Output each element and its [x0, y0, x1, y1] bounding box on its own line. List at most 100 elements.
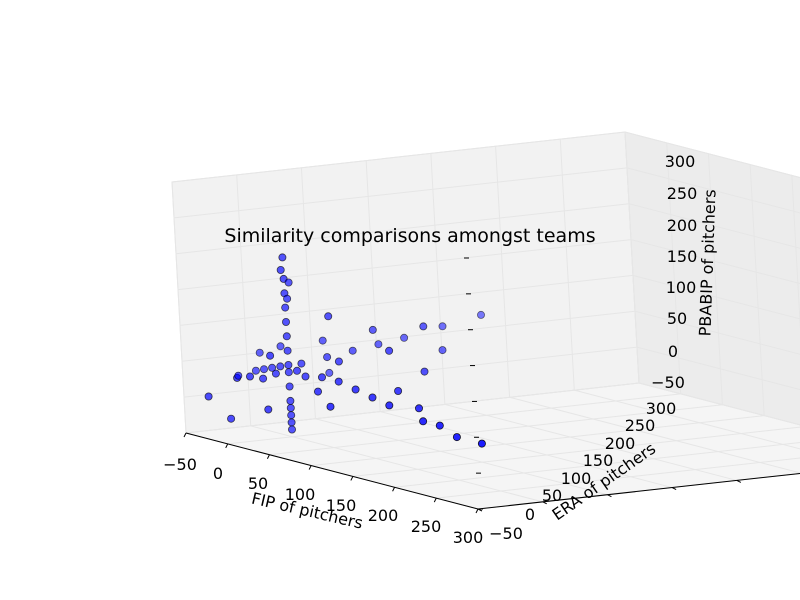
data-point [438, 346, 447, 355]
gridline [315, 418, 608, 496]
data-point [284, 368, 293, 377]
gridline [574, 389, 800, 450]
gridline [171, 181, 187, 434]
data-point [281, 303, 290, 312]
gridline [559, 139, 575, 391]
gridline [436, 457, 800, 499]
gridline [185, 382, 640, 434]
x-tick-label: −50 [163, 455, 197, 474]
data-point [414, 404, 423, 413]
gridline [394, 442, 800, 488]
data-point [438, 322, 447, 331]
x-tick [350, 476, 354, 481]
data-point [326, 402, 335, 411]
y-axis-line [477, 472, 800, 510]
gridline [179, 274, 634, 326]
gridline [666, 142, 682, 394]
data-point [276, 362, 285, 371]
x-tick-label: 0 [213, 464, 223, 483]
gridline [175, 203, 630, 255]
data-point [334, 357, 343, 366]
gridline [749, 164, 765, 416]
data-point [419, 417, 428, 426]
gridline [444, 403, 737, 481]
gridline [173, 167, 628, 219]
data-point [435, 421, 444, 430]
y-tick-label: 150 [583, 451, 614, 470]
x-tick-label: 150 [326, 496, 357, 515]
data-point [285, 382, 294, 391]
data-point [313, 387, 322, 396]
x-tick-label: 50 [248, 474, 268, 493]
data-point [419, 322, 428, 331]
z-tick-label: 200 [667, 216, 698, 235]
x-tick-label: 250 [411, 517, 442, 536]
data-point [368, 393, 377, 402]
gridline [352, 426, 800, 477]
data-point [323, 353, 332, 362]
gridline [269, 404, 723, 456]
data-point [266, 351, 275, 360]
z-tick-label: 100 [666, 278, 697, 297]
z-tick-label: 50 [667, 309, 687, 328]
x-tick-label: 200 [368, 506, 399, 525]
z-tick-label: −50 [651, 373, 685, 392]
y-tick-label: 50 [542, 486, 562, 505]
gridline [509, 396, 800, 474]
data-point [283, 346, 292, 355]
data-point [204, 392, 213, 401]
gridline [227, 393, 681, 445]
gridline [638, 382, 800, 426]
gridline [311, 415, 765, 467]
data-point [318, 336, 327, 345]
x-tick [225, 443, 229, 449]
gridline [250, 425, 543, 503]
gridline [624, 131, 640, 384]
data-point [284, 360, 293, 369]
data-point [286, 396, 295, 405]
z-tick-label: 150 [667, 247, 698, 266]
data-point [264, 405, 273, 414]
data-point [245, 372, 254, 381]
data-point [276, 342, 285, 351]
gridline [300, 167, 316, 419]
data-point [227, 414, 236, 423]
data-point [394, 386, 403, 395]
gridline [171, 131, 626, 183]
data-point [271, 369, 280, 378]
data-point [259, 374, 268, 383]
x-tick-label: 300 [453, 528, 484, 547]
data-point [301, 372, 310, 381]
y-tick-label: 200 [605, 434, 636, 453]
data-point [324, 312, 333, 321]
gridline [495, 146, 511, 398]
z-tick-label: 0 [668, 342, 678, 361]
x-tick-labels: −50 0 50 100 150 200 250 300 [163, 455, 483, 547]
data-point [278, 253, 287, 262]
gridline [430, 153, 446, 405]
data-point [255, 348, 264, 357]
data-point [317, 373, 326, 382]
x-tick [266, 454, 270, 459]
data-point [325, 368, 334, 377]
gridline [630, 239, 800, 285]
x-tick-label: 100 [285, 485, 316, 504]
data-point [385, 401, 394, 410]
x-axis-line [185, 432, 479, 510]
data-point [276, 265, 285, 274]
tick-marks [183, 257, 800, 514]
data-point [292, 366, 301, 375]
gridline [791, 175, 800, 331]
data-point [385, 346, 394, 355]
gridline [380, 411, 673, 489]
gridline [628, 203, 800, 249]
data-point [284, 278, 293, 287]
gridline [624, 131, 800, 179]
data-point [420, 367, 429, 376]
x-tick [433, 497, 437, 503]
gridline [365, 160, 381, 412]
gridline [183, 346, 638, 398]
data-point [234, 371, 243, 380]
